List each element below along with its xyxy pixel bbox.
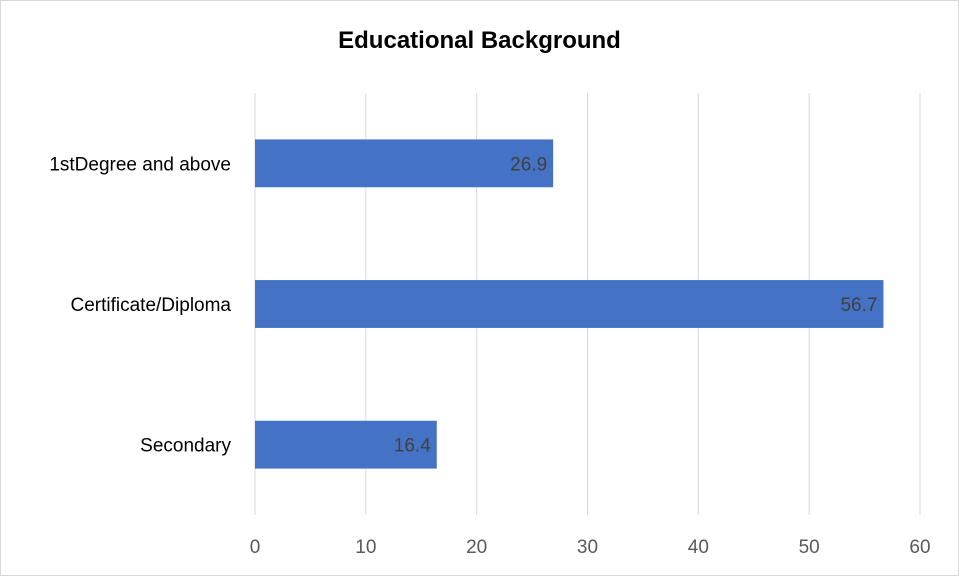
bar-1stdegree-and-above <box>255 139 554 188</box>
data-label: 16.4 <box>394 436 431 457</box>
x-tick-label: 40 <box>688 537 709 558</box>
bars <box>255 139 884 469</box>
x-tick-label: 10 <box>355 537 376 558</box>
x-tick-label: 60 <box>909 537 930 558</box>
x-tick-label: 50 <box>799 537 820 558</box>
category-label: Certificate/Diploma <box>71 295 232 316</box>
x-tick-label: 0 <box>250 537 261 558</box>
x-tick-label: 20 <box>466 537 487 558</box>
chart-title: Educational Background <box>338 27 621 54</box>
category-label: 1stDegree and above <box>49 154 231 175</box>
bar-certificate-diploma <box>255 280 884 328</box>
data-label: 26.9 <box>510 154 547 175</box>
category-label: Secondary <box>140 436 231 457</box>
x-tick-label: 30 <box>577 537 598 558</box>
labels: 0 10 20 30 40 50 60 Secondary 16.4 Certificate/Di… <box>49 154 930 558</box>
data-label: 56.7 <box>840 295 877 316</box>
bar-secondary <box>255 420 437 469</box>
